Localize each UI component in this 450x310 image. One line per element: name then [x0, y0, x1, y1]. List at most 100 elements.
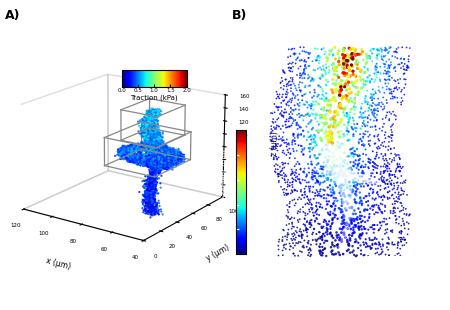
Point — [368, 77, 375, 82]
Point — [331, 72, 338, 77]
Point — [381, 179, 388, 184]
Point — [392, 210, 399, 215]
Point — [300, 134, 307, 139]
Point — [379, 242, 387, 247]
Point — [386, 166, 393, 171]
Point — [281, 177, 288, 182]
Point — [352, 105, 360, 110]
Point — [349, 115, 356, 120]
Point — [341, 188, 348, 193]
Point — [382, 136, 389, 141]
Point — [308, 104, 315, 108]
Point — [362, 165, 369, 170]
Point — [266, 134, 274, 139]
Point — [383, 59, 390, 64]
Point — [382, 228, 389, 232]
Point — [345, 118, 352, 123]
Point — [310, 145, 317, 150]
Point — [376, 207, 383, 212]
Point — [405, 221, 412, 226]
Point — [386, 118, 393, 123]
Point — [308, 127, 315, 132]
Point — [274, 92, 281, 97]
Point — [340, 252, 347, 257]
Point — [393, 50, 400, 55]
Point — [323, 134, 330, 139]
Point — [395, 62, 402, 67]
Point — [303, 100, 310, 105]
Point — [292, 61, 299, 66]
Point — [395, 190, 402, 195]
Point — [400, 92, 408, 97]
Point — [335, 48, 342, 53]
Point — [346, 73, 354, 78]
Point — [284, 87, 291, 92]
Point — [375, 52, 382, 57]
Point — [294, 197, 302, 202]
Circle shape — [342, 194, 353, 205]
Point — [273, 89, 280, 94]
Point — [299, 76, 306, 81]
Point — [340, 183, 347, 188]
Circle shape — [346, 63, 350, 67]
Point — [371, 79, 378, 84]
Point — [379, 237, 386, 242]
Point — [323, 254, 330, 259]
Point — [349, 69, 356, 74]
Point — [396, 209, 403, 214]
Point — [327, 209, 334, 214]
Point — [338, 83, 346, 88]
Point — [297, 181, 304, 186]
Point — [393, 85, 400, 90]
Point — [359, 181, 366, 186]
Point — [290, 108, 297, 113]
Point — [288, 188, 295, 193]
Point — [362, 129, 369, 134]
Circle shape — [350, 172, 358, 181]
Point — [311, 165, 319, 170]
Point — [341, 106, 348, 111]
Point — [313, 99, 320, 104]
Point — [313, 143, 320, 148]
Circle shape — [364, 177, 369, 183]
Point — [394, 95, 401, 100]
Point — [316, 204, 324, 209]
Point — [352, 53, 359, 58]
Point — [365, 215, 373, 220]
Point — [374, 170, 381, 175]
Point — [379, 58, 387, 63]
Point — [392, 95, 399, 100]
Point — [351, 183, 358, 188]
Point — [401, 67, 408, 72]
Point — [388, 130, 396, 135]
Point — [383, 158, 390, 163]
Point — [386, 196, 393, 201]
Point — [385, 64, 392, 69]
Point — [300, 169, 307, 174]
Point — [405, 65, 412, 70]
Point — [342, 53, 349, 58]
Point — [313, 180, 320, 185]
Point — [331, 66, 338, 71]
Point — [398, 239, 405, 244]
Point — [324, 108, 331, 113]
Point — [394, 206, 401, 211]
Point — [340, 191, 347, 196]
Point — [343, 183, 351, 188]
Point — [387, 45, 394, 50]
Point — [309, 168, 316, 173]
Point — [403, 68, 410, 73]
Point — [348, 90, 355, 95]
Point — [375, 84, 382, 89]
Point — [309, 206, 316, 210]
Point — [316, 113, 324, 118]
Point — [374, 70, 382, 75]
Point — [396, 162, 403, 167]
Point — [388, 139, 396, 144]
Point — [321, 69, 328, 73]
Point — [352, 74, 360, 79]
Point — [391, 49, 398, 54]
Point — [364, 68, 372, 73]
Point — [290, 246, 297, 250]
Point — [314, 54, 321, 59]
